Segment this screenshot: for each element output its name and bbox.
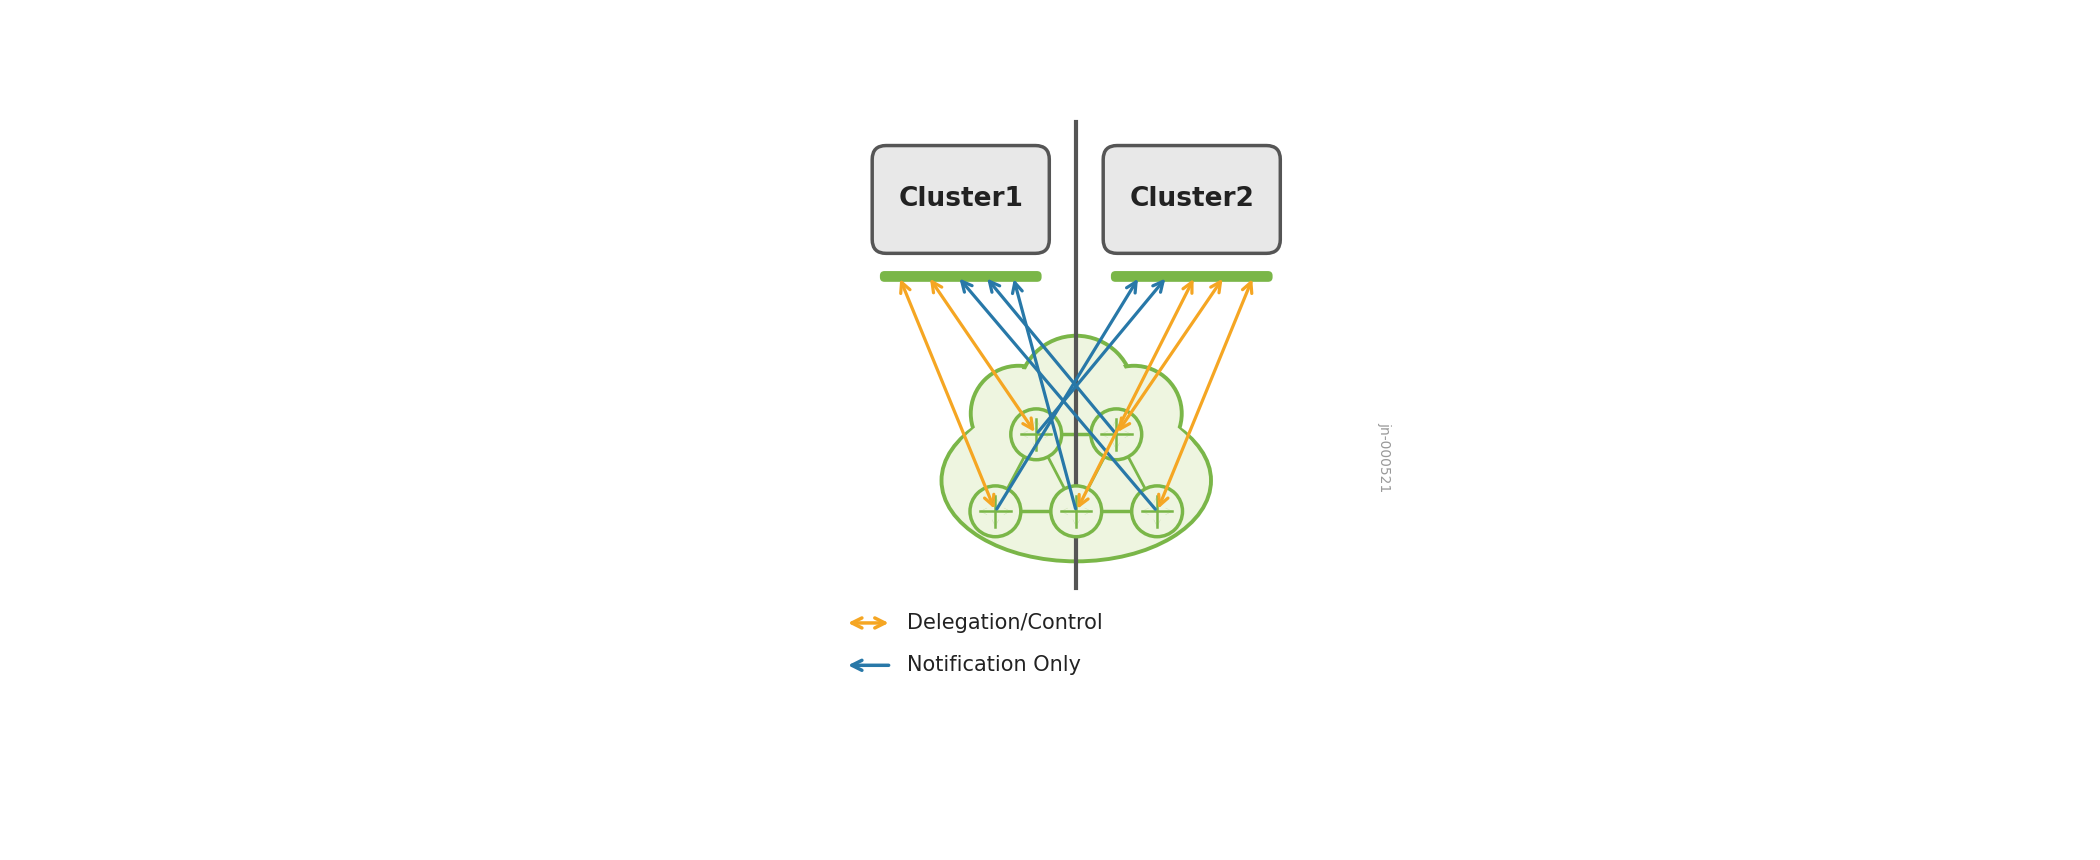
Circle shape (1021, 339, 1132, 448)
Text: Cluster2: Cluster2 (1130, 187, 1254, 212)
Circle shape (1086, 366, 1182, 461)
Circle shape (1132, 486, 1182, 537)
Text: Delegation/Control: Delegation/Control (907, 613, 1102, 633)
Ellipse shape (949, 397, 1203, 548)
Circle shape (974, 369, 1063, 458)
Circle shape (1090, 369, 1178, 458)
FancyBboxPatch shape (880, 271, 1042, 282)
Circle shape (1018, 335, 1134, 452)
FancyBboxPatch shape (872, 145, 1050, 254)
Circle shape (1050, 486, 1102, 537)
Circle shape (1010, 408, 1063, 460)
FancyBboxPatch shape (1102, 145, 1281, 254)
Text: Cluster1: Cluster1 (899, 187, 1023, 212)
Circle shape (970, 486, 1021, 537)
Text: jn-000521: jn-000521 (1378, 422, 1390, 493)
Ellipse shape (941, 400, 1212, 562)
Text: Notification Only: Notification Only (907, 655, 1082, 675)
Circle shape (970, 366, 1067, 461)
Circle shape (1090, 408, 1142, 460)
FancyBboxPatch shape (1111, 271, 1273, 282)
